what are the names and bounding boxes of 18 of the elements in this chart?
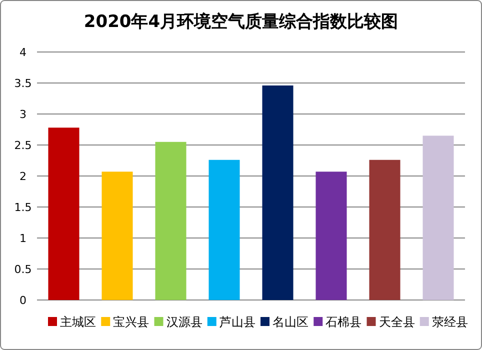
- y-tick-label: 2: [20, 170, 26, 183]
- y-tick-label: 3.5: [14, 76, 32, 90]
- chart-title: 2020年4月环境空气质量综合指数比较图: [84, 12, 398, 32]
- y-tick-label: 1.5: [14, 200, 32, 214]
- legend-label: 名山区: [272, 315, 308, 329]
- y-tick-label: 0.5: [14, 262, 32, 276]
- legend-label: 主城区: [60, 315, 96, 329]
- legend-label: 汉源县: [166, 315, 202, 329]
- y-tick-label: 1: [20, 232, 26, 245]
- y-tick-label: 4: [20, 46, 26, 59]
- legend-label: 荥经县: [432, 315, 468, 329]
- legend-label: 石棉县: [326, 315, 362, 329]
- y-tick-label: 2.5: [14, 138, 32, 152]
- legend-label: 宝兴县: [113, 315, 150, 329]
- legend-label: 天全县: [378, 315, 415, 329]
- y-tick-label: 0: [20, 294, 26, 307]
- legend-label: 芦山县: [219, 315, 256, 329]
- y-tick-label: 3: [20, 108, 26, 121]
